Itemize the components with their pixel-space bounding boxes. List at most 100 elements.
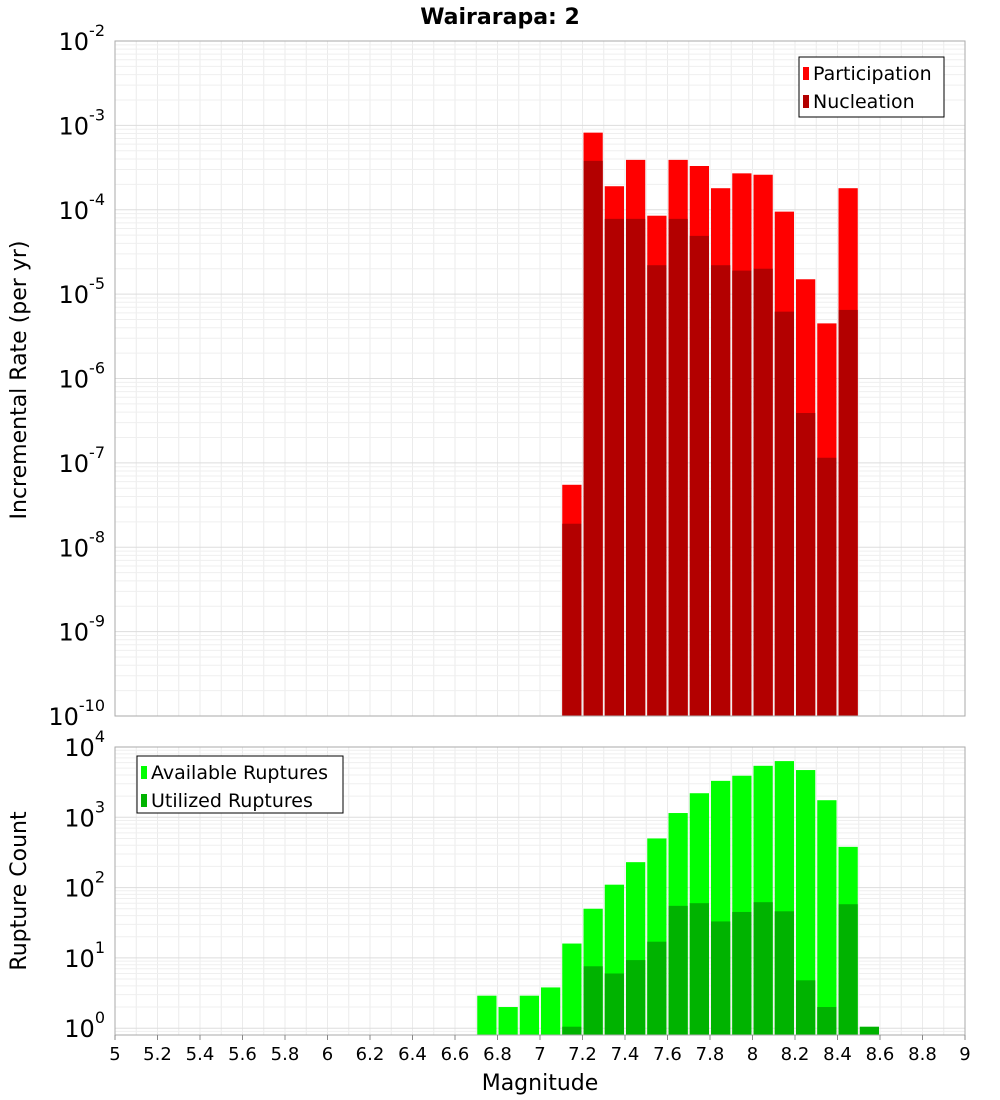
bar	[668, 905, 688, 1035]
x-tick-label: 8.8	[908, 1044, 937, 1065]
legend-label: Participation	[813, 63, 932, 85]
top-plot-frame	[114, 40, 966, 717]
x-tick-label: 6.8	[483, 1044, 512, 1065]
top-panel: 10-2 10-3 10-4 10-5 10-6 10-7 10-8 10-9 10-10 Inc…	[7, 21, 966, 731]
bar	[541, 987, 561, 1035]
bar	[498, 1007, 518, 1035]
legend-box	[136, 755, 344, 814]
bar	[668, 218, 688, 716]
bar	[604, 973, 624, 1035]
y-tick-label: 10-6	[59, 359, 106, 394]
bar	[562, 1026, 582, 1035]
bar	[583, 160, 603, 717]
bar	[753, 902, 773, 1035]
bar	[689, 235, 709, 716]
x-tick-label: 6.6	[441, 1044, 470, 1065]
x-axis-label: Magnitude	[482, 1071, 599, 1096]
legend-swatch	[803, 95, 809, 108]
y-tick-label: 104	[64, 727, 105, 762]
top-bars	[562, 132, 858, 717]
x-tick-label: 5.2	[143, 1044, 172, 1065]
bar	[817, 800, 837, 1035]
bar	[859, 1026, 879, 1035]
y-tick-label: 101	[64, 938, 105, 973]
chart-title: Wairarapa: 2	[420, 5, 580, 30]
y-tick-label: 10-5	[59, 274, 106, 309]
legend-label: Nucleation	[813, 91, 915, 113]
x-tick-label: 6.4	[398, 1044, 427, 1065]
x-tick-label: 8.6	[866, 1044, 895, 1065]
bar	[753, 268, 773, 716]
bar	[604, 218, 624, 716]
bar	[626, 218, 646, 716]
bar	[647, 265, 667, 716]
legend-label: Utilized Ruptures	[151, 790, 313, 812]
bar	[626, 960, 646, 1035]
bottom-panel: 104 103 102 101 100 Rupture Count Available Ru…	[7, 727, 966, 1043]
x-tick-label: 6.2	[356, 1044, 385, 1065]
x-tick-label: 5.8	[271, 1044, 300, 1065]
top-grid	[114, 40, 966, 717]
bar	[774, 311, 794, 716]
bar	[796, 413, 816, 716]
bar	[583, 966, 603, 1035]
x-tick-label: 5.6	[228, 1044, 257, 1065]
x-tick-label: 8.2	[781, 1044, 810, 1065]
bar	[477, 995, 497, 1035]
y-tick-label: 10-4	[59, 190, 106, 225]
x-tick-label: 7.2	[568, 1044, 597, 1065]
bar	[711, 921, 731, 1035]
x-tick-label: 7	[534, 1044, 545, 1065]
x-tick-label: 5	[109, 1044, 120, 1065]
y-tick-label: 10-2	[59, 21, 106, 56]
top-legend: Participation Nucleation	[798, 56, 945, 118]
bar	[647, 941, 667, 1035]
bar	[562, 523, 582, 716]
y-tick-label: 10-8	[59, 527, 106, 562]
y-tick-label: 10-3	[59, 105, 106, 140]
x-tick-label: 7.4	[611, 1044, 640, 1065]
y-tick-label: 10-9	[59, 612, 106, 647]
bar	[774, 911, 794, 1035]
bar	[689, 903, 709, 1035]
bottom-y-ticks: 104 103 102 101 100	[64, 727, 105, 1043]
x-tick-label: 5.4	[186, 1044, 215, 1065]
x-tick-label: 9	[959, 1044, 970, 1065]
x-tick-label: 7.6	[653, 1044, 682, 1065]
bar	[519, 995, 539, 1035]
y-tick-label: 10-10	[48, 696, 105, 731]
bar	[732, 270, 752, 716]
top-y-axis-label: Incremental Rate (per yr)	[7, 241, 32, 520]
y-tick-label: 10-7	[59, 443, 106, 478]
legend-swatch	[803, 67, 809, 80]
bar	[838, 309, 858, 716]
bar	[817, 1007, 837, 1035]
x-axis: 5 5.2 5.4 5.6 5.8 6 6.2 6.4 6.6 6.8 7 7.2 7.4 7.6 7.8 8…	[109, 1035, 971, 1065]
series-utilized-ruptures	[562, 902, 879, 1035]
legend-box	[798, 56, 945, 118]
x-tick-label: 6	[322, 1044, 333, 1065]
y-tick-label: 103	[64, 797, 105, 832]
legend-label: Available Ruptures	[151, 762, 328, 784]
y-tick-label: 100	[64, 1008, 105, 1043]
bar	[562, 943, 582, 1035]
x-tick-label: 7.8	[696, 1044, 725, 1065]
series-nucleation	[562, 160, 858, 717]
bar	[711, 265, 731, 716]
bar	[817, 457, 837, 716]
bottom-bars	[477, 761, 879, 1035]
bottom-legend: Available Ruptures Utilized Ruptures	[136, 755, 344, 814]
x-tick-label: 8	[747, 1044, 758, 1065]
bar	[838, 904, 858, 1035]
legend-swatch	[141, 766, 147, 779]
x-tick-label: 8.4	[823, 1044, 852, 1065]
legend-swatch	[141, 794, 147, 807]
bottom-y-axis-label: Rupture Count	[7, 811, 32, 971]
bar	[796, 770, 816, 1035]
bar	[796, 980, 816, 1035]
bar	[732, 911, 752, 1035]
y-tick-label: 102	[64, 868, 105, 903]
top-y-ticks: 10-2 10-3 10-4 10-5 10-6 10-7 10-8 10-9 10-10	[48, 21, 105, 731]
